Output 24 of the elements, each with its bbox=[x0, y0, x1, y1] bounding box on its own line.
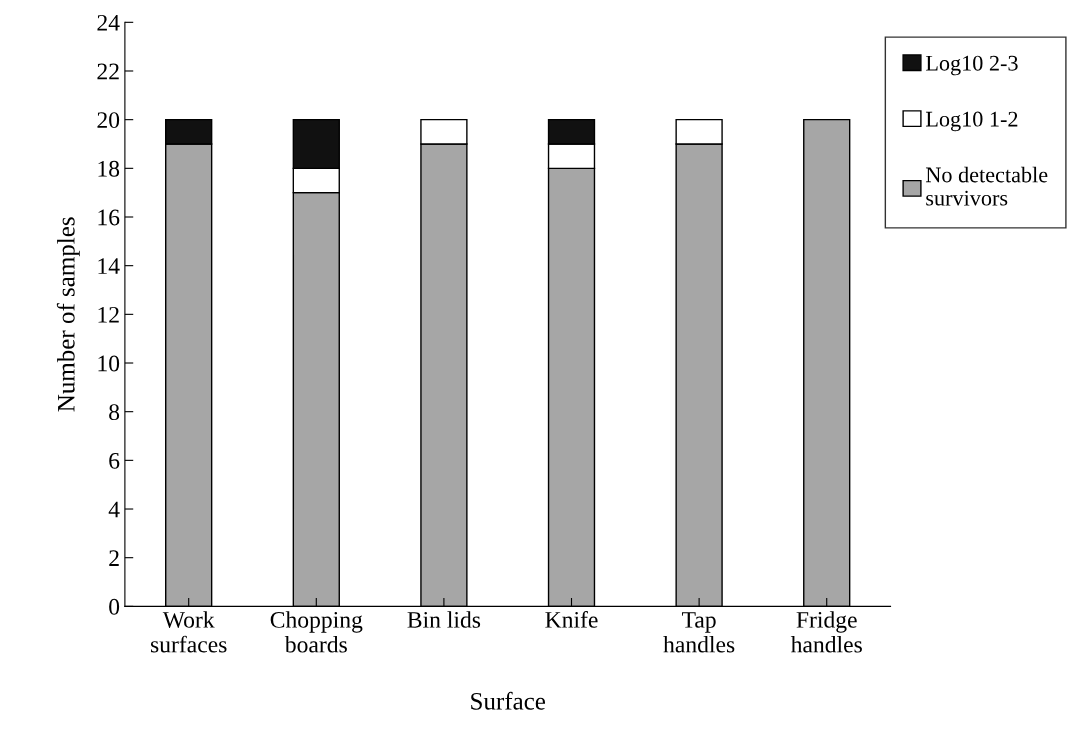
legend-label: Log10 1-2 bbox=[925, 111, 1018, 132]
y-tick-label: 10 bbox=[98, 355, 120, 372]
legend-label: No detectable survivors bbox=[925, 166, 1048, 206]
legend-label: Log10 2-3 bbox=[925, 55, 1018, 76]
x-axis-title: Surface bbox=[471, 691, 546, 710]
y-axis-title: Number of samples bbox=[56, 217, 80, 412]
x-tick-label: Bin lids bbox=[407, 611, 481, 628]
y-tick-label: 6 bbox=[109, 452, 120, 469]
y-tick-label: 2 bbox=[109, 550, 119, 566]
y-tick-label: 12 bbox=[98, 306, 119, 323]
y-tick-label: 24 bbox=[97, 14, 120, 31]
x-tick-label: Chopping boards bbox=[270, 611, 363, 653]
y-tick-label: 20 bbox=[97, 112, 120, 129]
y-tick-label: 14 bbox=[98, 258, 120, 274]
y-tick-label: 4 bbox=[108, 501, 120, 518]
y-tick-label: 8 bbox=[109, 404, 120, 421]
y-tick-label: 18 bbox=[98, 160, 120, 177]
x-tick-label: Fridge handles bbox=[790, 611, 862, 653]
y-tick-label: 0 bbox=[109, 598, 120, 615]
x-tick-label: Knife bbox=[545, 610, 598, 628]
x-tick-label: Work surfaces bbox=[150, 611, 227, 653]
x-tick-label: Tap handles bbox=[663, 612, 735, 653]
y-tick-label: 16 bbox=[98, 209, 120, 226]
y-tick-label: 22 bbox=[97, 63, 119, 80]
